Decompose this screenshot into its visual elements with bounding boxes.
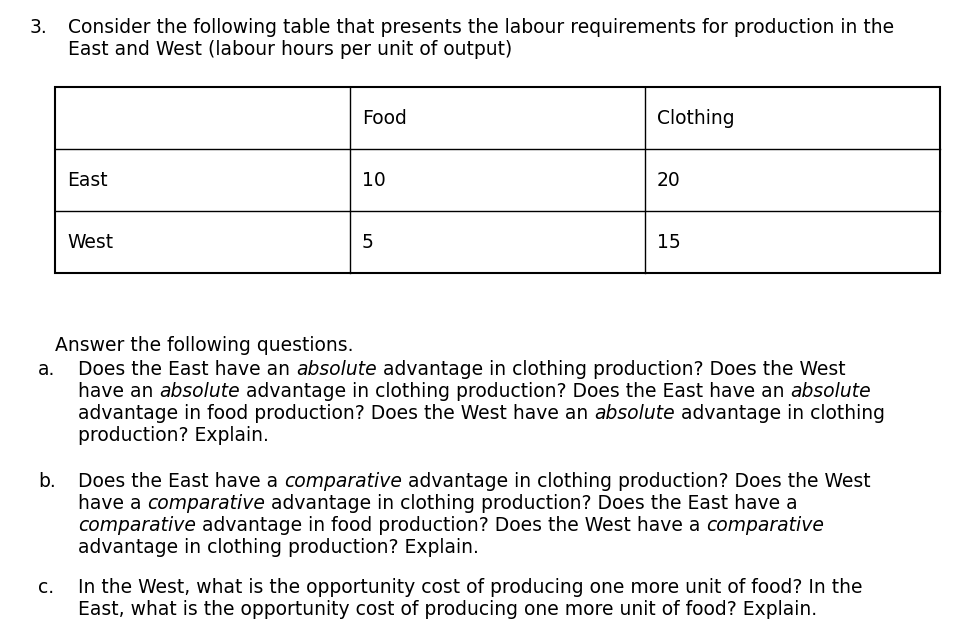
Text: 3.: 3. (30, 18, 48, 37)
Text: absolute: absolute (296, 360, 376, 379)
Text: East, what is the opportunity cost of producing one more unit of food? Explain.: East, what is the opportunity cost of pr… (78, 600, 817, 619)
Text: Consider the following table that presents the labour requirements for productio: Consider the following table that presen… (68, 18, 894, 37)
Text: 20: 20 (657, 170, 680, 190)
Text: a.: a. (38, 360, 55, 379)
Text: have an: have an (78, 382, 159, 401)
Text: advantage in clothing production? Does the West: advantage in clothing production? Does t… (376, 360, 846, 379)
Text: Clothing: Clothing (657, 108, 735, 128)
Text: advantage in food production? Does the West have an: advantage in food production? Does the W… (78, 404, 594, 423)
Text: Answer the following questions.: Answer the following questions. (55, 336, 354, 355)
Text: In the West, what is the opportunity cost of producing one more unit of food? In: In the West, what is the opportunity cos… (78, 578, 862, 597)
Text: comparative: comparative (78, 516, 196, 535)
Text: absolute: absolute (790, 382, 871, 401)
Text: East: East (67, 170, 108, 190)
Text: advantage in clothing: advantage in clothing (675, 404, 885, 423)
Text: Food: Food (362, 108, 407, 128)
Text: West: West (67, 233, 113, 251)
Text: absolute: absolute (594, 404, 675, 423)
Text: advantage in clothing production? Explain.: advantage in clothing production? Explai… (78, 538, 479, 557)
Text: Does the East have a: Does the East have a (78, 472, 284, 491)
Text: Does the East have an: Does the East have an (78, 360, 296, 379)
Text: advantage in food production? Does the West have a: advantage in food production? Does the W… (196, 516, 707, 535)
Text: production? Explain.: production? Explain. (78, 426, 269, 445)
Text: b.: b. (38, 472, 55, 491)
Text: comparative: comparative (148, 494, 265, 513)
Text: absolute: absolute (159, 382, 240, 401)
Text: comparative: comparative (284, 472, 402, 491)
Text: 5: 5 (362, 233, 374, 251)
Text: 15: 15 (657, 233, 680, 251)
Text: advantage in clothing production? Does the West: advantage in clothing production? Does t… (402, 472, 871, 491)
Text: c.: c. (38, 578, 54, 597)
Text: have a: have a (78, 494, 148, 513)
Text: advantage in clothing production? Does the East have an: advantage in clothing production? Does t… (240, 382, 790, 401)
Text: 10: 10 (362, 170, 386, 190)
Text: advantage in clothing production? Does the East have a: advantage in clothing production? Does t… (265, 494, 798, 513)
Bar (55, 87, 940, 273)
Text: comparative: comparative (707, 516, 824, 535)
Text: East and West (labour hours per unit of output): East and West (labour hours per unit of … (68, 40, 512, 59)
